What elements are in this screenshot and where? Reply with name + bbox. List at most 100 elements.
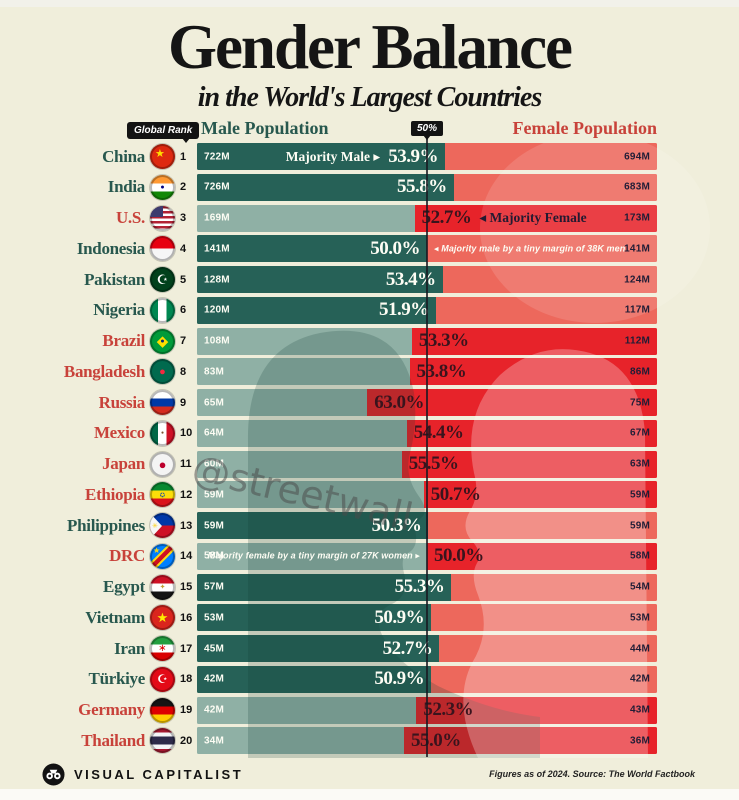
female-bar-segment [442, 266, 657, 293]
us-flag-icon [150, 205, 175, 231]
population-bar: 108M 112M 53.3% [197, 327, 657, 355]
male-bar-segment [197, 173, 454, 201]
majority-share-percent: 53.4% [385, 268, 436, 290]
male-population-value: 83M [204, 366, 225, 378]
population-bar: 65M 75M 63.0% [197, 389, 657, 416]
rank-number: 6 [180, 304, 187, 317]
row-bangladesh: Bangladesh 8 83M 86M 53.8% [0, 358, 739, 389]
country-label: Russia [98, 392, 146, 412]
ethiopia-flag-icon [150, 482, 175, 508]
country-cell: Vietnam 16 [0, 604, 197, 631]
country-cell: Nigeria 6 [0, 297, 197, 324]
fifty-percent-line [426, 139, 428, 757]
row-russia: Russia 9 65M 75M 63.0% [0, 389, 739, 420]
male-population-value: 59M [204, 489, 225, 501]
population-bar: 45M 44M 52.7% [197, 635, 657, 662]
male-bar-segment [197, 327, 412, 355]
iran-flag-icon [150, 636, 175, 661]
thailand-flag-icon [150, 728, 175, 754]
majority-share-percent: 54.4% [413, 422, 464, 444]
row-japan: Japan 11 60M 63M 55.5% [0, 450, 739, 482]
male-bar-segment [197, 604, 432, 632]
population-bar: 128M 124M 53.4% [197, 266, 657, 293]
majority-share-percent: 52.7% [421, 207, 472, 228]
majority-share-percent: 53.8% [416, 360, 467, 382]
female-population-value: 124M [624, 274, 650, 285]
male-side-labels: 52.7% [383, 638, 440, 660]
country-label: Thailand [81, 730, 145, 750]
male-population-value: 141M [204, 243, 230, 255]
country-label: Türkiye [88, 669, 146, 689]
male-bar-segment [197, 481, 424, 509]
global-rank-badge: Global Rank [127, 122, 200, 143]
majority-share-percent: 63.0% [374, 391, 424, 413]
population-bar: 64M 67M 54.4% [197, 419, 657, 447]
female-population-value: 53M [629, 612, 650, 624]
female-population-value: 141M [624, 243, 650, 255]
majority-share-percent: 52.7% [382, 637, 433, 659]
female-bar-segment [414, 204, 657, 232]
india-flag-icon [150, 174, 175, 200]
country-label: Iran [114, 638, 145, 658]
male-population-value: 60M [204, 458, 225, 470]
male-side-labels: 50.9% [374, 668, 431, 690]
row-brazil: Brazil 7 108M 112M 53.3% [0, 327, 739, 359]
male-bar-segment [197, 143, 445, 170]
country-cell: China 1 [0, 143, 197, 170]
source-note: Figures as of 2024. Source: The World Fa… [489, 769, 695, 779]
majority-share-percent: 55.3% [394, 576, 445, 597]
male-bar-segment [197, 542, 427, 570]
row-philippines: Philippines 13 59M 59M 50.3% [0, 512, 739, 543]
male-population-value: 34M [204, 735, 225, 747]
majority-share-percent: 50.9% [374, 668, 425, 690]
majority-share-percent: 53.3% [418, 330, 469, 351]
country-cell: Indonesia 4 [0, 235, 197, 262]
female-side-labels: 53.8% [410, 361, 467, 383]
male-side-labels: 53.4% [386, 269, 443, 291]
male-side-labels: 55.3% [395, 576, 452, 598]
country-label: Bangladesh [63, 361, 145, 381]
female-side-labels: 52.7% ◂ Majority Female [415, 207, 587, 229]
country-label: China [102, 146, 145, 166]
rank-number: 8 [180, 365, 187, 378]
male-bar-segment [197, 450, 402, 478]
female-bar-segment [404, 727, 657, 755]
brand-name: VISUAL CAPITALIST [74, 766, 244, 782]
rank-number: 2 [180, 181, 187, 194]
male-side-labels: Majority Male ▸ 53.9% [286, 146, 445, 168]
female-bar-segment [409, 358, 657, 386]
population-bar: 59M 59M 50.3% [197, 512, 657, 539]
female-population-value: 75M [629, 397, 650, 408]
row-vietnam: Vietnam 16 53M 53M 50.9% [0, 604, 739, 635]
population-bar: 42M 42M 50.9% [197, 665, 657, 693]
row-drc: DRC 14 58M 58M Majority female by a tiny… [0, 542, 739, 574]
female-bar-segment [428, 512, 657, 539]
rank-number: 5 [180, 273, 187, 286]
female-side-labels: 52.3% [416, 699, 473, 721]
population-bar: 57M 54M 55.3% [197, 573, 657, 601]
population-bar: 722M 694M Majority Male ▸ 53.9% [197, 143, 657, 170]
egypt-flag-icon [150, 574, 175, 600]
row-thailand: Thailand 20 34M 36M 55.0% [0, 727, 739, 758]
female-population-value: 117M [624, 304, 650, 316]
female-side-labels: 54.4% [407, 422, 464, 444]
female-side-labels: 55.5% [402, 453, 459, 475]
country-label: Pakistan [84, 269, 145, 289]
china-flag-icon [150, 144, 175, 169]
pakistan-flag-icon [150, 267, 175, 292]
female-population-value: 58M [629, 550, 650, 562]
male-population-value: 65M [204, 397, 225, 408]
country-cell: Ethiopia 12 [0, 481, 197, 508]
male-side-labels: 50.3% [372, 515, 429, 537]
row-iran: Iran 17 45M 44M 52.7% [0, 635, 739, 666]
female-bar-segment [401, 450, 657, 478]
country-cell: Pakistan 5 [0, 266, 197, 293]
country-label: DRC [109, 546, 145, 566]
fifty-percent-badge: 50% [410, 121, 444, 136]
male-population-value: 64M [204, 427, 225, 439]
population-bar: 34M 36M 55.0% [197, 727, 657, 755]
male-population-value: 59M [204, 520, 225, 531]
rank-number: 1 [180, 150, 187, 163]
country-label: U.S. [115, 208, 145, 227]
row-india: India 2 726M 683M 55.8% [0, 173, 739, 205]
